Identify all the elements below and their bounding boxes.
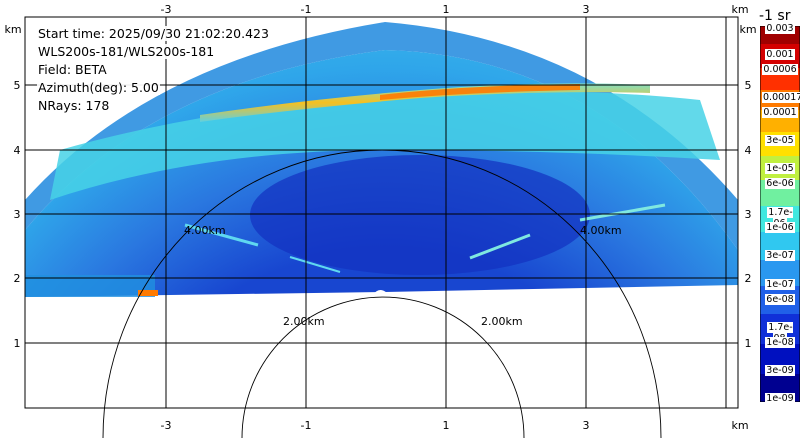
ring-label-outer-right: 4.00km bbox=[580, 224, 622, 237]
y-axis-right: km 5 4 3 2 1 bbox=[739, 23, 756, 350]
y-axis-left: km 5 4 3 2 1 bbox=[4, 23, 21, 350]
colorbar-label: 3e-05 bbox=[765, 135, 795, 146]
x-tick-top: -1 bbox=[301, 3, 312, 16]
colorbar-title: -1 sr bbox=[759, 8, 791, 24]
x-axis-top: -3 -1 1 3 km bbox=[161, 3, 749, 16]
y-tick-left: 2 bbox=[14, 272, 21, 285]
colorbar-label: 1e-07 bbox=[765, 279, 795, 290]
colorbar-label: 0.0001 bbox=[762, 107, 798, 118]
colorbar-label: 6e-08 bbox=[765, 294, 795, 305]
y-tick-right: 2 bbox=[745, 272, 752, 285]
y-tick-right: 5 bbox=[745, 79, 752, 92]
ring-label-outer-left: 4.00km bbox=[184, 224, 226, 237]
scan-info: Start time: 2025/09/30 21:02:20.423 WLS2… bbox=[37, 25, 270, 115]
start-time: Start time: 2025/09/30 21:02:20.423 bbox=[37, 26, 270, 41]
x-unit-top: km bbox=[731, 3, 748, 16]
backscatter-field bbox=[25, 22, 738, 297]
y-tick-left: 4 bbox=[14, 144, 21, 157]
x-tick-top: -3 bbox=[161, 3, 172, 16]
y-tick-right: 1 bbox=[745, 337, 752, 350]
x-tick-top: 1 bbox=[443, 3, 450, 16]
x-unit-bottom: km bbox=[731, 419, 748, 432]
y-unit-left: km bbox=[4, 23, 21, 36]
x-tick-top: 3 bbox=[583, 3, 590, 16]
x-axis-bottom: -3 -1 1 3 km bbox=[161, 419, 749, 432]
plot-frame bbox=[24, 16, 739, 409]
x-tick-bottom: 1 bbox=[443, 419, 450, 432]
y-tick-left: 5 bbox=[14, 79, 21, 92]
colorbar-label: 1e-06 bbox=[765, 222, 795, 233]
colorbar-label: 0.001 bbox=[765, 49, 795, 60]
y-tick-left: 3 bbox=[14, 208, 21, 221]
colorbar-label: 3e-09 bbox=[765, 365, 795, 376]
y-unit-right: km bbox=[739, 23, 756, 36]
instrument-name: WLS200s-181/WLS200s-181 bbox=[37, 44, 216, 59]
field-name: Field: BETA bbox=[37, 62, 108, 77]
y-tick-left: 1 bbox=[14, 337, 21, 350]
azimuth: Azimuth(deg): 5.00 bbox=[37, 80, 160, 95]
x-tick-bottom: -3 bbox=[161, 419, 172, 432]
colorbar-label: 3e-07 bbox=[765, 250, 795, 261]
colorbar-label: 0.003 bbox=[765, 23, 795, 34]
colorbar-label: 1e-09 bbox=[765, 393, 795, 404]
y-tick-right: 4 bbox=[745, 144, 752, 157]
x-tick-bottom: -1 bbox=[301, 419, 312, 432]
colorbar-label: 6e-06 bbox=[765, 178, 795, 189]
colorbar-label: 1e-05 bbox=[765, 163, 795, 174]
x-tick-bottom: 3 bbox=[583, 419, 590, 432]
range-ring-labels: 2.00km 2.00km 4.00km 4.00km bbox=[184, 224, 622, 328]
nrays: NRays: 178 bbox=[37, 98, 111, 113]
colorbar-label: 1e-08 bbox=[765, 337, 795, 348]
range-rings bbox=[102, 149, 662, 438]
grid bbox=[25, 17, 738, 408]
ring-label-inner-left: 2.00km bbox=[283, 315, 325, 328]
colorbar-label: 0.0006 bbox=[762, 64, 798, 75]
ring-label-inner-right: 2.00km bbox=[481, 315, 523, 328]
y-tick-right: 3 bbox=[745, 208, 752, 221]
colorbar-label: 0.00017 bbox=[762, 92, 800, 103]
